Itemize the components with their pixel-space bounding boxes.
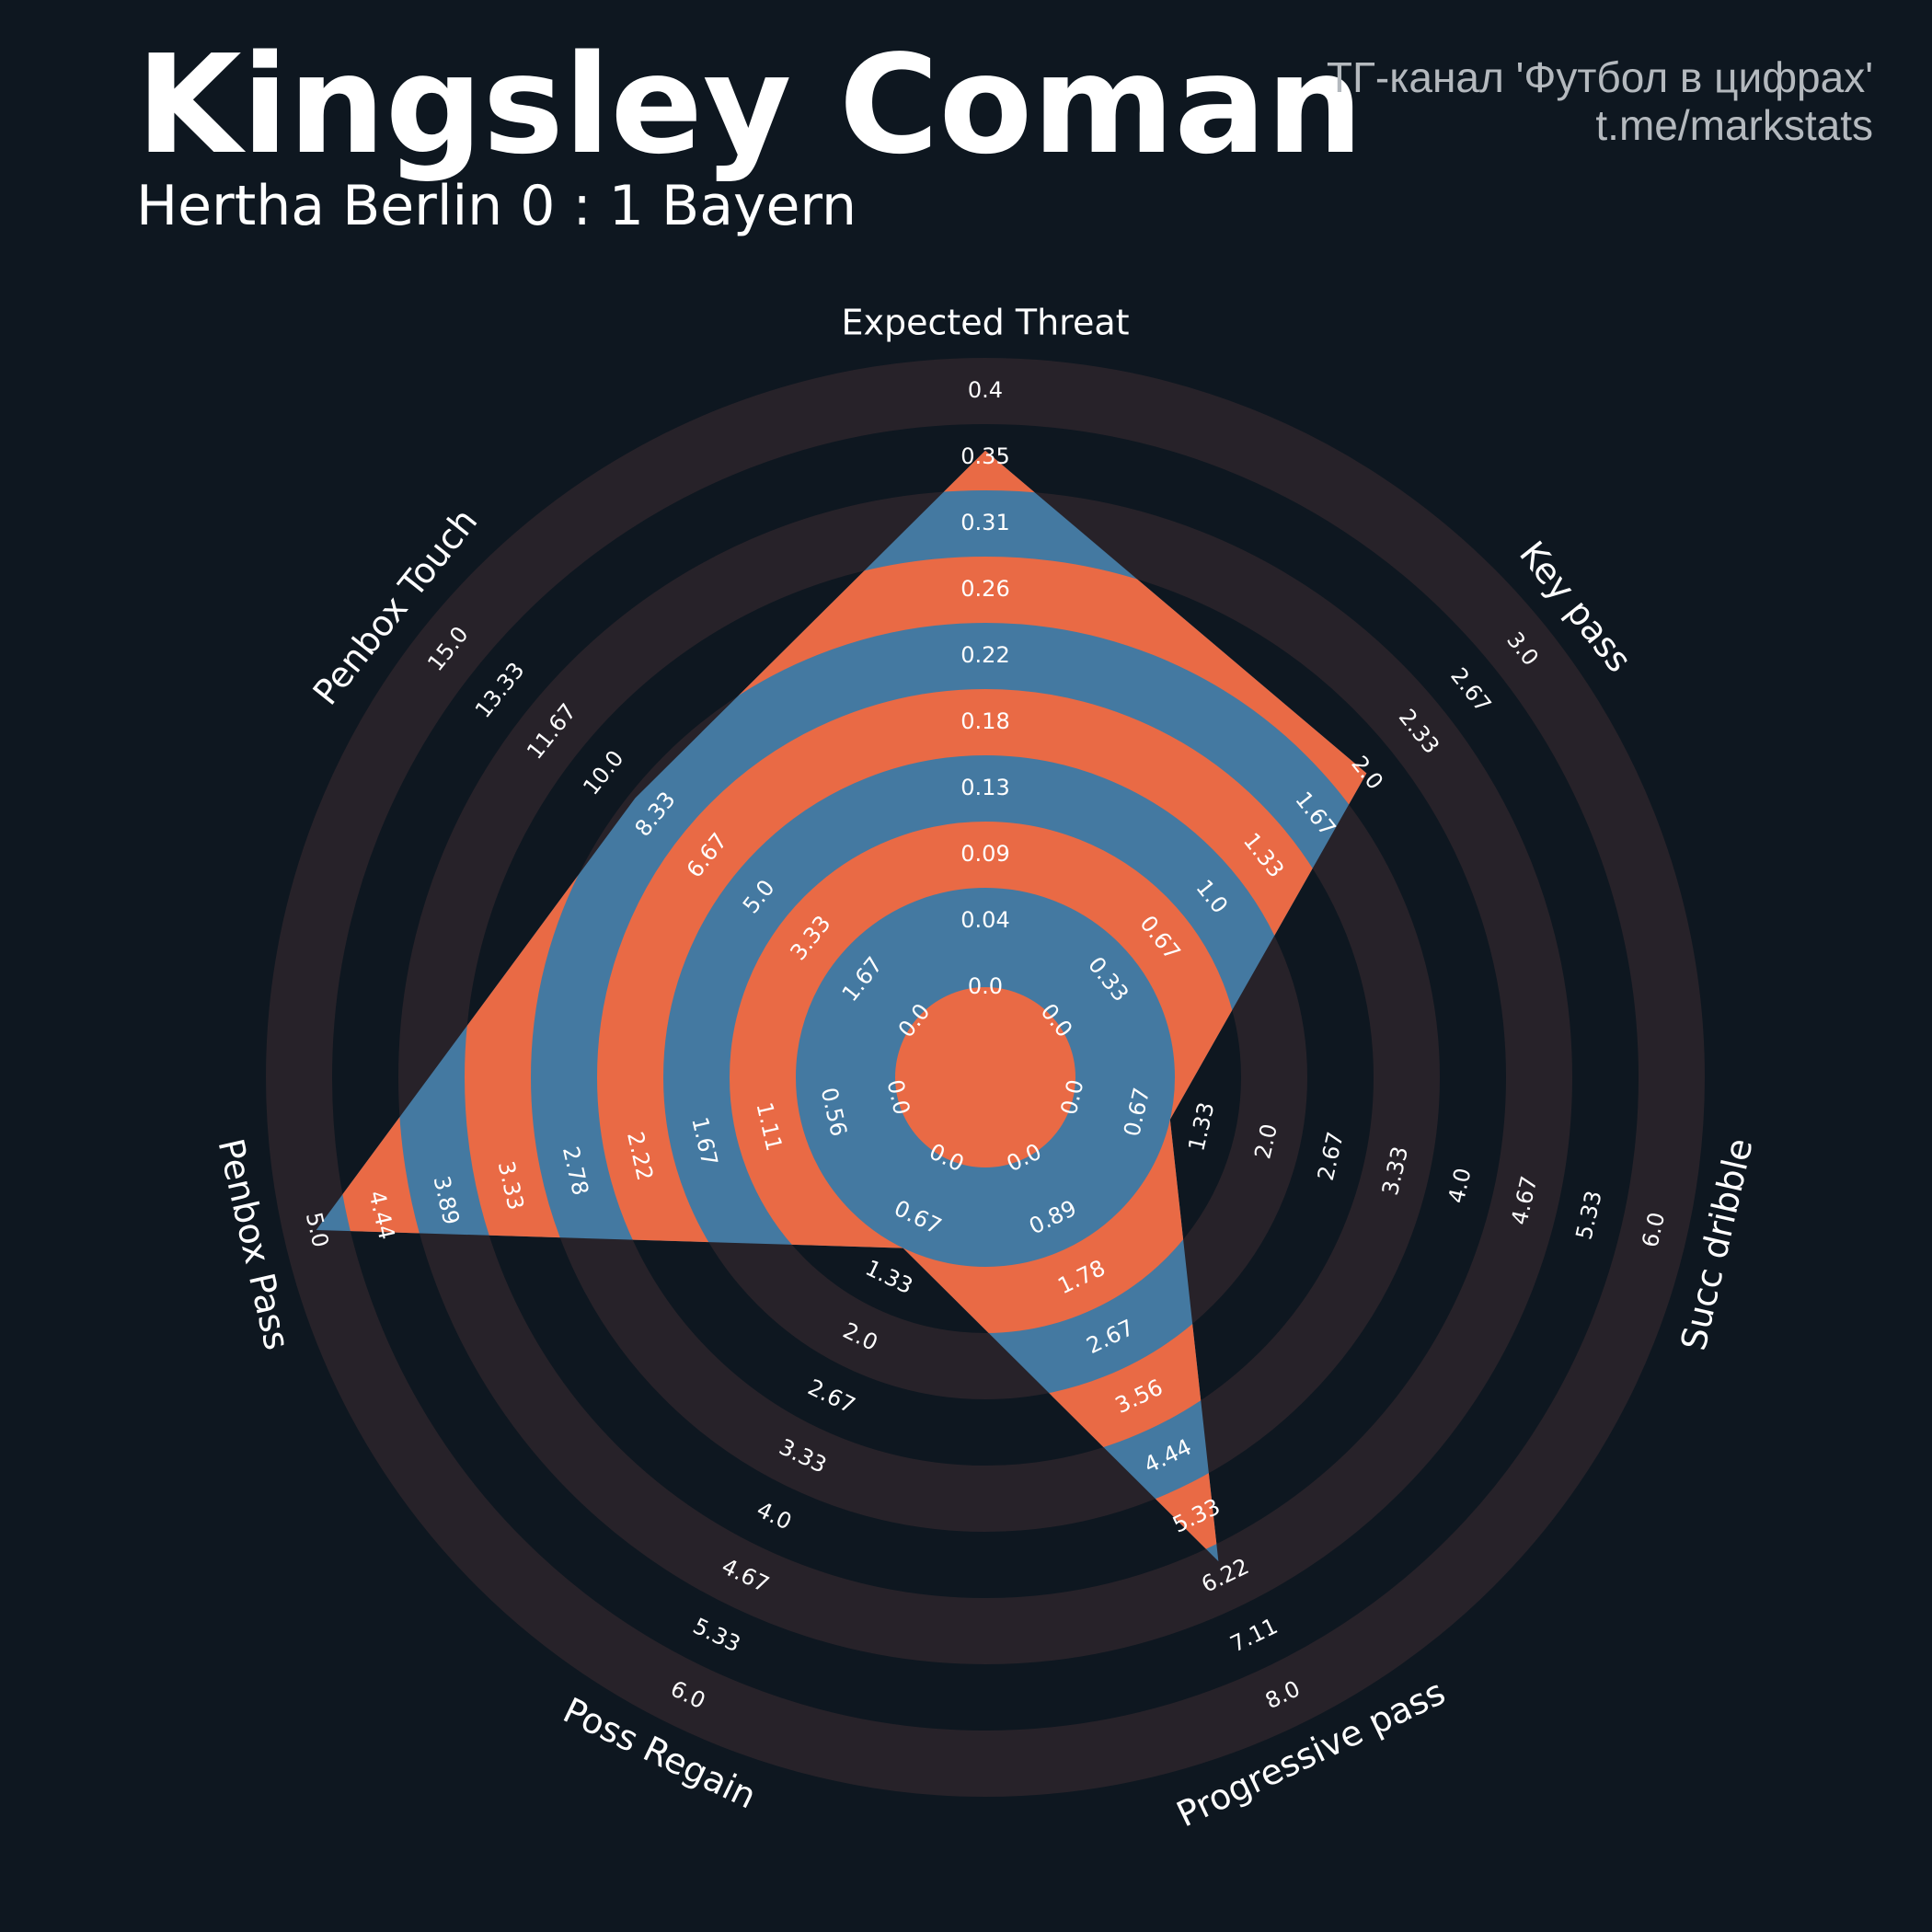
tick-label: 4.0 [753, 1497, 796, 1535]
tick-label: 0.22 [960, 642, 1009, 668]
tick-label: 10.0 [578, 745, 628, 799]
player-name-title: Kingsley Coman [136, 26, 1363, 184]
tick-label: 1.33 [1183, 1099, 1219, 1153]
channel-link: t.me/markstats [1595, 101, 1873, 149]
background-ring-outer [266, 358, 1705, 1797]
tick-label: 4.0 [1443, 1166, 1477, 1205]
tick-label: 1.33 [861, 1255, 916, 1299]
tick-label: 2.67 [804, 1374, 859, 1419]
tick-label: 0.4 [968, 377, 1003, 403]
tick-label: 5.33 [1571, 1189, 1607, 1242]
axis-label: Expected Threat [841, 303, 1129, 343]
tick-label: 0.13 [960, 775, 1009, 800]
match-score-subtitle: Hertha Berlin 0 : 1 Bayern [136, 174, 857, 238]
tick-label: 5.33 [689, 1613, 744, 1657]
tick-label: 0.09 [960, 841, 1009, 867]
value-band-core [895, 987, 1075, 1167]
tick-label: 2.67 [1445, 663, 1496, 718]
tick-label: 0.0 [968, 973, 1003, 999]
tick-label: 0.04 [960, 907, 1009, 933]
tick-label: 13.33 [470, 658, 530, 723]
tick-label: 2.67 [1313, 1130, 1349, 1183]
channel-credit: ТГ-канал 'Футбол в цифрах' [1327, 53, 1873, 101]
tick-label: 0.18 [960, 708, 1009, 734]
tick-label: 0.35 [960, 443, 1009, 469]
tick-label: 0.26 [960, 576, 1009, 602]
tick-label: 7.11 [1226, 1613, 1282, 1657]
value-band-3 [465, 557, 1367, 1562]
tick-label: 0.31 [960, 510, 1009, 535]
